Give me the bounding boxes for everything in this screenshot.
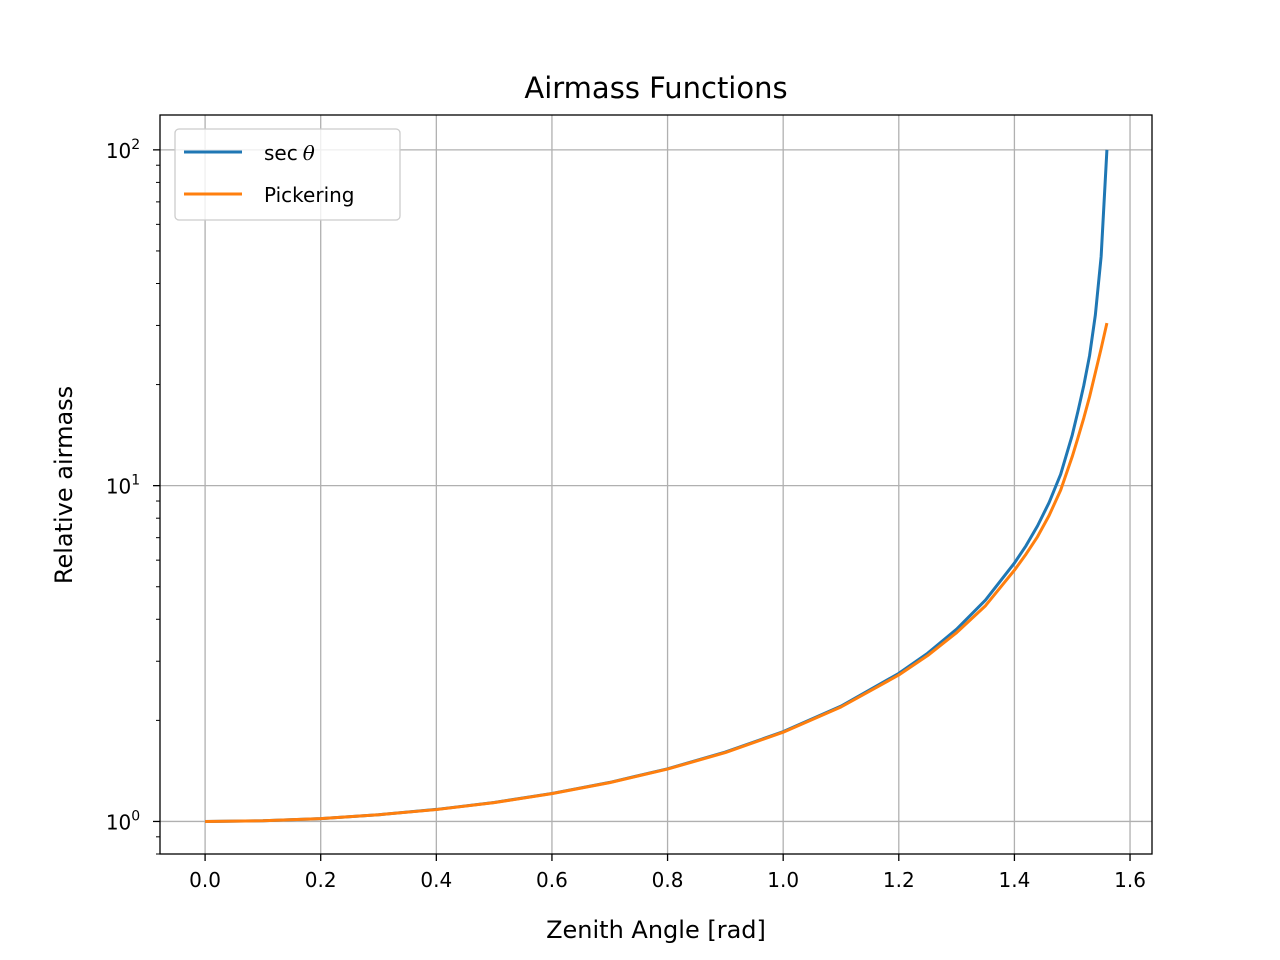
legend: sec θ Pickering — [174, 128, 401, 221]
grid — [160, 115, 1152, 854]
legend-label-sec-func: sec — [264, 141, 298, 165]
legend-label-theta: θ — [303, 141, 315, 165]
legend-label-pickering: Pickering — [264, 183, 355, 207]
x-tick-label: 0.0 — [189, 868, 221, 892]
plot-frame — [159, 114, 1153, 855]
x-tick-label: 1.2 — [883, 868, 915, 892]
x-tick-label: 1.6 — [1114, 868, 1146, 892]
x-axis-title: Zenith Angle [rad] — [546, 916, 766, 944]
x-axis-ticks: 0.0 0.2 0.4 0.6 0.8 1.0 1.2 1.4 1.6 — [189, 854, 1146, 892]
series-lines — [205, 149, 1109, 823]
plot-area — [160, 115, 1152, 854]
x-tick-label: 1.4 — [999, 868, 1031, 892]
y-tick-label: 102 — [106, 137, 140, 163]
chart-title: Airmass Functions — [524, 71, 787, 105]
series-line-1 — [205, 322, 1109, 823]
y-tick-label: 101 — [106, 473, 140, 499]
y-axis-ticks: 100 101 102 — [106, 137, 160, 855]
x-tick-label: 0.6 — [536, 868, 568, 892]
x-tick-label: 0.8 — [652, 868, 684, 892]
y-tick-label: 100 — [106, 808, 140, 834]
x-tick-label: 0.2 — [305, 868, 337, 892]
legend-label-sec-theta: sec θ — [264, 141, 315, 165]
x-tick-label: 0.4 — [420, 868, 452, 892]
x-tick-label: 1.0 — [767, 868, 799, 892]
y-axis-title: Relative airmass — [50, 386, 78, 584]
